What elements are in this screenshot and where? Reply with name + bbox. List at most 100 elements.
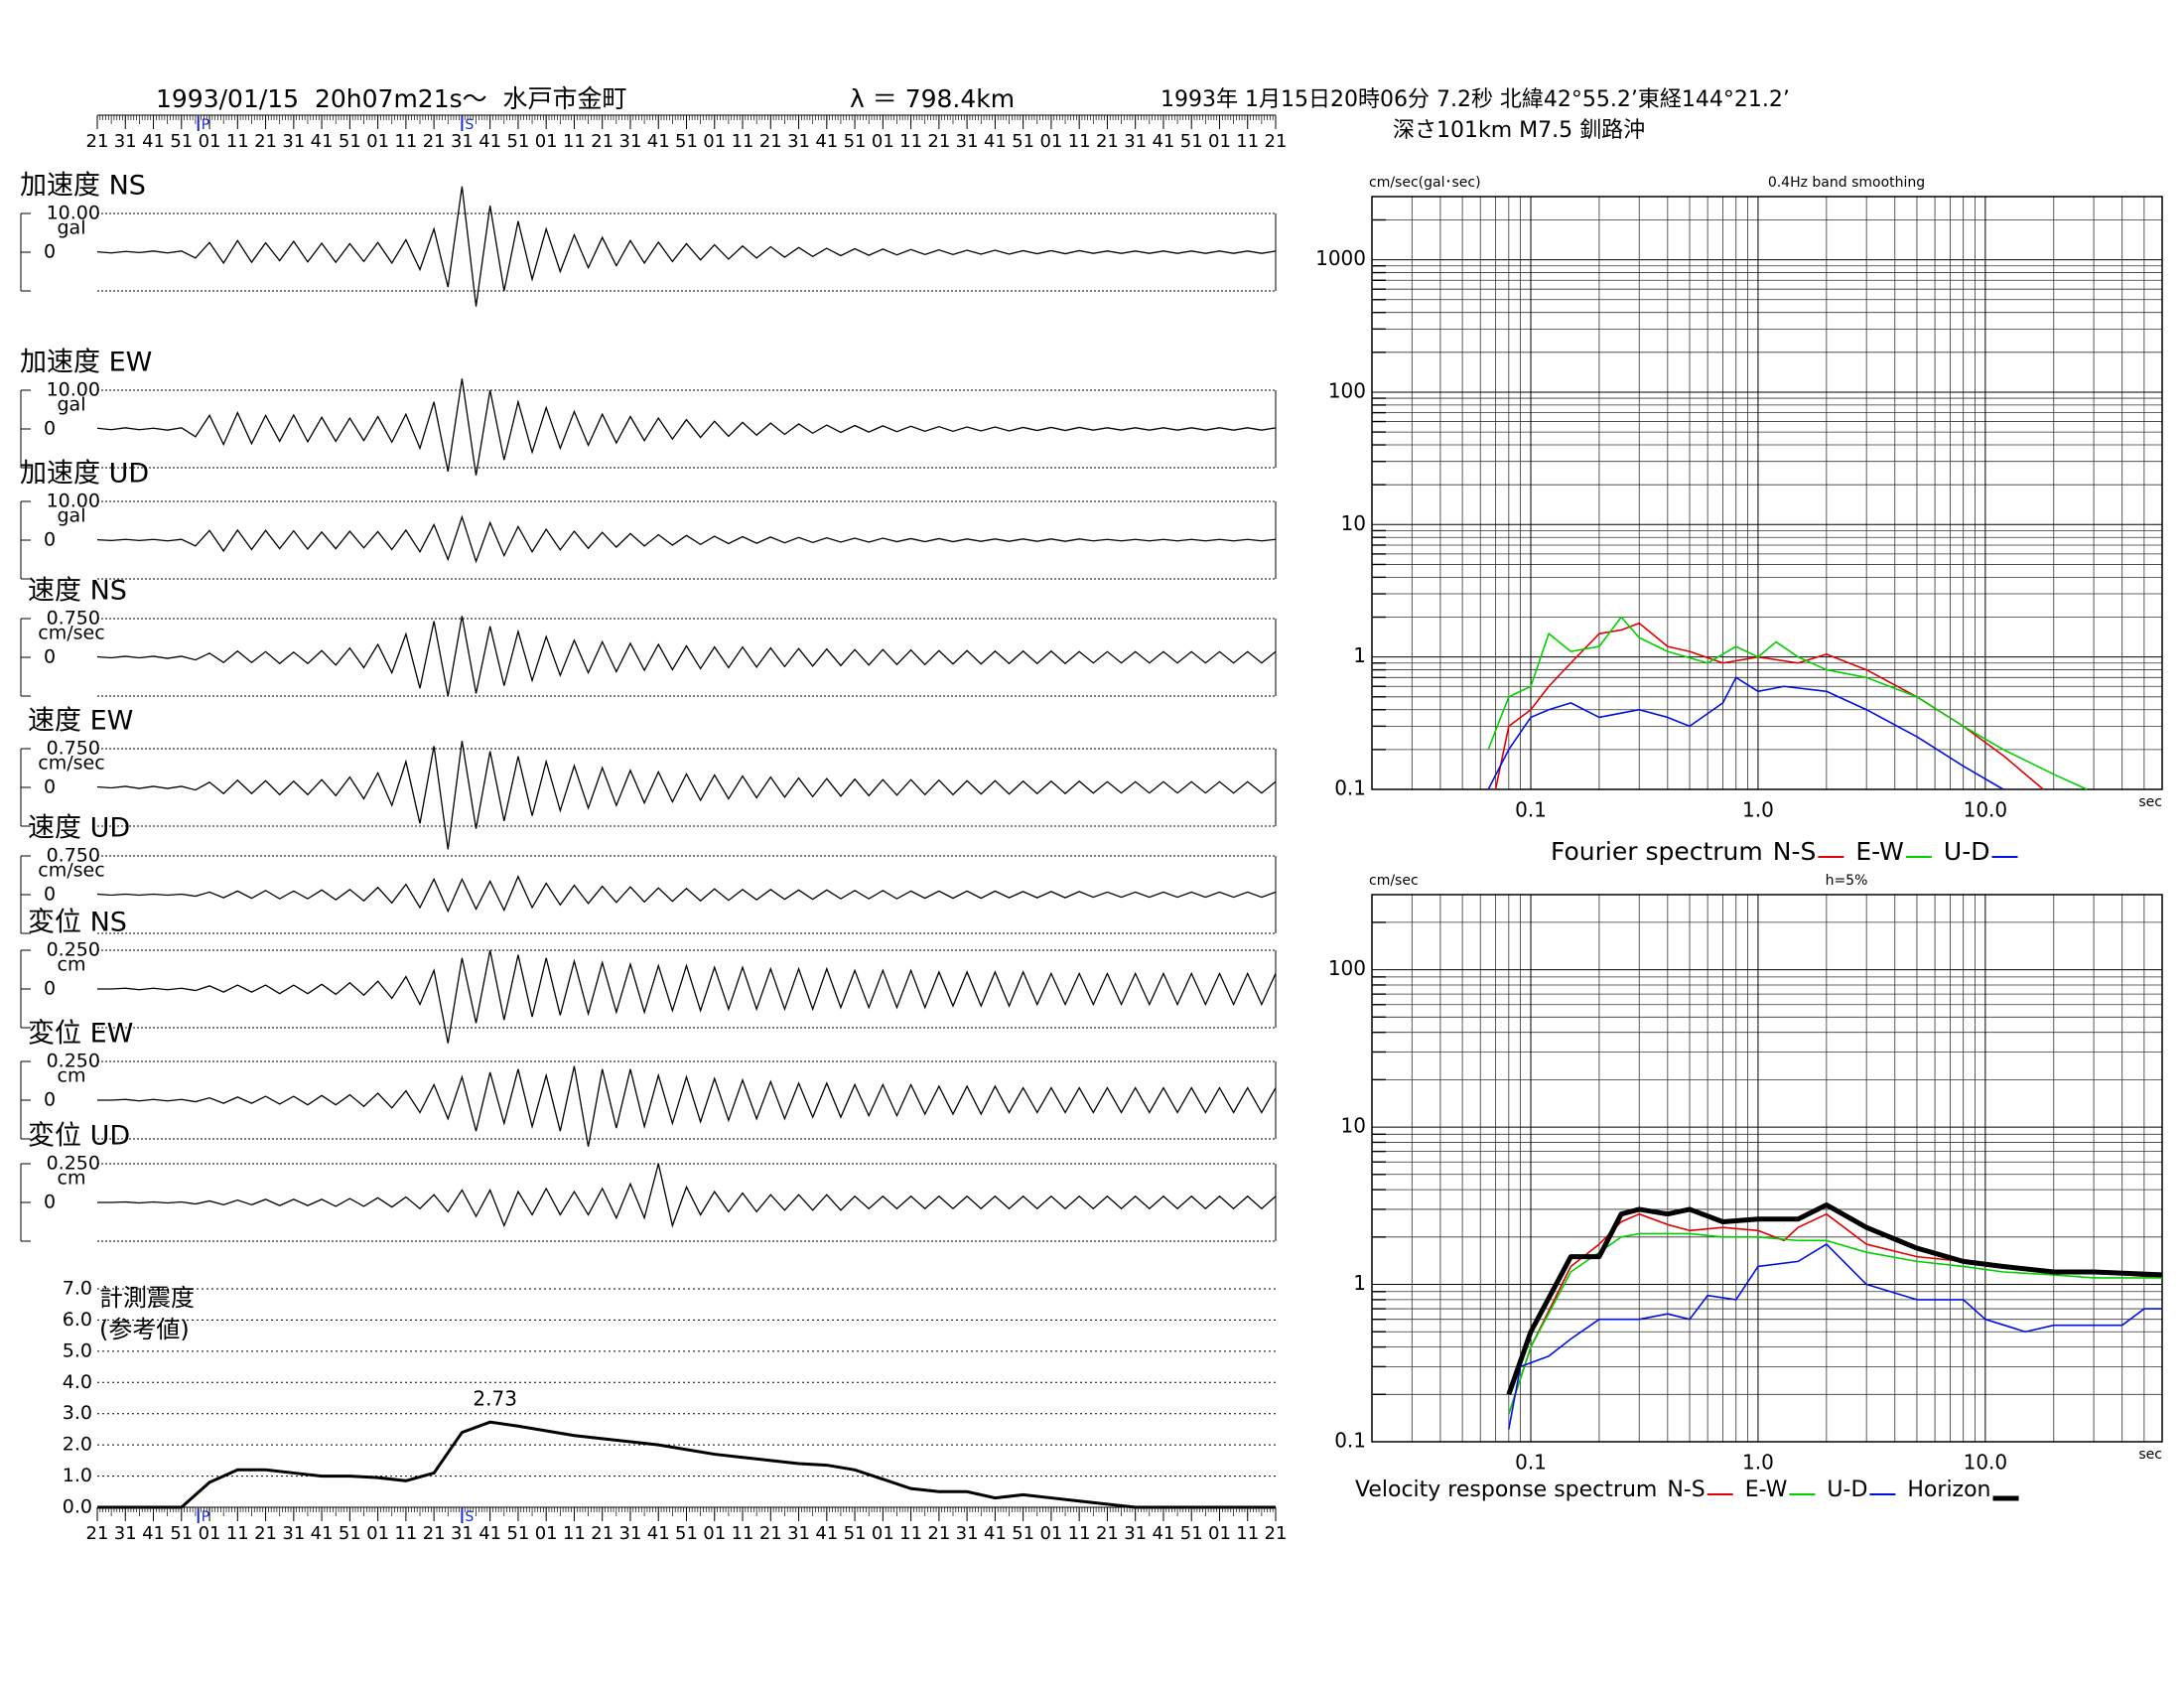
scale-label: 10.00 [47, 379, 100, 401]
spectrum-line [1506, 1201, 2163, 1396]
x-tick-label: 21 [254, 1523, 277, 1544]
y-tick-label: 6.0 [63, 1309, 92, 1331]
zero-label: 0 [44, 1089, 56, 1111]
x-tick-label: 41 [311, 1523, 334, 1544]
y-tick-label: 5.0 [63, 1339, 92, 1361]
y-tick-label: 1.0 [63, 1465, 92, 1486]
x-tick-label: 21 [927, 1523, 950, 1544]
x-tick-label: 21 [1265, 1523, 1288, 1544]
trace-label: 速度 UD [28, 813, 130, 844]
x-tick-label: 31 [451, 1523, 474, 1544]
x-tick-label: 21 [759, 131, 782, 152]
x-tick-label: 31 [956, 1523, 979, 1544]
x-tick-label: 41 [647, 131, 670, 152]
y-tick-label: 1 [1353, 1271, 1366, 1295]
x-tick-label: 01 [703, 1523, 726, 1544]
x-tick-label: 21 [927, 131, 950, 152]
trace-label: 変位 UD [28, 1121, 130, 1152]
x-tick-label: 01 [366, 1523, 389, 1544]
x-tick-label: 01 [366, 131, 389, 152]
x-tick-label: 21 [759, 1523, 782, 1544]
x-tick-label: 41 [984, 1523, 1007, 1544]
x-tick-label: 21 [591, 1523, 614, 1544]
x-tick-label: 21 [1096, 1523, 1119, 1544]
x-tick-label: 31 [282, 1523, 305, 1544]
event-depth: 深さ101km M7.5 釧路沖 [1393, 118, 1645, 143]
unit-label: cm [58, 1168, 86, 1190]
unit-label: cm/sec [38, 753, 104, 774]
x-tick-label: 41 [478, 1523, 501, 1544]
y-tick-label: 0.1 [1334, 1429, 1366, 1453]
zero-label: 0 [44, 529, 56, 551]
phase-label: P [202, 117, 209, 133]
x-tick-label: 31 [1124, 131, 1147, 152]
legend-label: U-D [1827, 1477, 1867, 1502]
trace-label: 速度 NS [28, 576, 127, 607]
x-tick-label: 01 [872, 131, 894, 152]
y-tick-label: 10 [1341, 511, 1366, 535]
x-tick-label: 51 [1012, 131, 1034, 152]
x-tick-label: 51 [170, 1523, 193, 1544]
unit-label: gal [58, 505, 86, 527]
x-tick-label: 31 [1124, 1523, 1147, 1544]
trace-label: 加速度 UD [20, 459, 149, 490]
x-tick-label: 01 [872, 1523, 894, 1544]
x-tick-label: 11 [1068, 1523, 1091, 1544]
zero-label: 0 [44, 418, 56, 440]
x-tick-label: 21 [1096, 131, 1119, 152]
x-tick-label: 51 [844, 1523, 867, 1544]
x-tick-label: 51 [506, 1523, 529, 1544]
x-tick-label: 41 [815, 131, 838, 152]
y-tick-label: 2.0 [63, 1434, 92, 1456]
spectrum-line [1487, 616, 2088, 790]
peak-annotation: 2.73 [473, 1387, 517, 1411]
unit-label: gal [58, 217, 86, 239]
x-tick-label: 41 [647, 1523, 670, 1544]
x-tick-label: 01 [1039, 131, 1062, 152]
intensity-line [97, 1420, 1276, 1509]
event-info: 1993年 1月15日20時06分 7.2秒 北緯42°55.2’東経144°2… [1160, 87, 1790, 112]
y-tick-label: 100 [1328, 378, 1366, 402]
legend-label: U-D [1944, 837, 1990, 866]
plot-frame [1371, 196, 2163, 790]
x-tick-label: 11 [899, 131, 922, 152]
x-tick-label: 0.1 [1515, 798, 1547, 822]
x-tick-label: 41 [1152, 131, 1174, 152]
unit-label: cm/sec [38, 860, 104, 882]
x-tick-label: 41 [984, 131, 1007, 152]
x-tick-label: 31 [282, 131, 305, 152]
waveform [97, 1065, 1277, 1147]
x-tick-label: 51 [675, 1523, 698, 1544]
waveform [96, 875, 1277, 914]
x-tick-label: 31 [451, 131, 474, 152]
y-tick-label: 0.1 [1334, 776, 1366, 800]
legend-title: Fourier spectrum [1551, 837, 1763, 866]
x-tick-label: 51 [339, 1523, 361, 1544]
y-tick-label: 1000 [1315, 246, 1366, 270]
x-axis-unit: sec [2138, 1447, 2162, 1463]
x-tick-label: 01 [535, 1523, 558, 1544]
waveform [96, 616, 1277, 697]
scale-label: 0.750 [47, 845, 100, 867]
scale-label: 0.250 [47, 1051, 100, 1072]
x-tick-label: 11 [1068, 131, 1091, 152]
x-tick-label: 21 [254, 131, 277, 152]
x-tick-label: 21 [423, 131, 446, 152]
x-tick-label: 10.0 [1964, 798, 2008, 822]
x-tick-label: 51 [844, 131, 867, 152]
x-tick-label: 41 [815, 1523, 838, 1544]
x-tick-label: 11 [899, 1523, 922, 1544]
scale-label: 0.250 [47, 1153, 100, 1175]
x-tick-label: 11 [1236, 131, 1259, 152]
y-tick-label: 10 [1341, 1114, 1366, 1138]
zero-label: 0 [44, 1192, 56, 1213]
x-axis-unit: sec [2138, 794, 2162, 810]
x-tick-label: 31 [787, 131, 810, 152]
record-title: 1993/01/15 20h07m21s〜 水戸市金町 [156, 84, 627, 113]
legend-title: Velocity response spectrum [1355, 1477, 1657, 1502]
x-tick-label: 21 [1265, 131, 1288, 152]
plot-title: 0.4Hz band smoothing [1768, 175, 1925, 191]
x-tick-label: 01 [199, 131, 221, 152]
phase-label: S [465, 1509, 474, 1525]
